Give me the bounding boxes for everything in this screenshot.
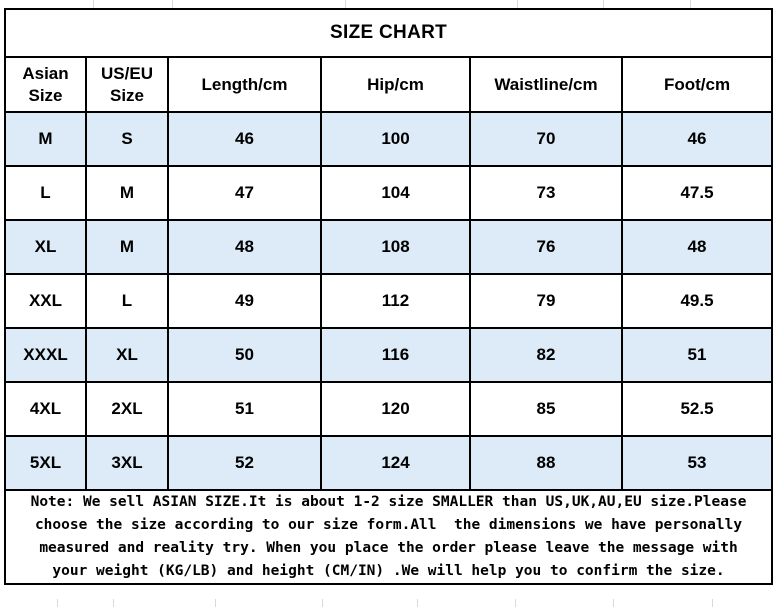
- table-cell: 48: [620, 219, 774, 275]
- table-cell: 46: [620, 111, 774, 167]
- column-header-asian-size: Asian Size: [4, 56, 87, 113]
- table-row: M S 46 100 70 46: [4, 111, 774, 167]
- spreadsheet-gridline: [345, 0, 346, 8]
- table-cell: XXXL: [4, 327, 87, 383]
- table-row: XXL L 49 112 79 49.5: [4, 273, 774, 329]
- header-row: Asian Size US/EU Size Length/cm Hip/cm W…: [4, 56, 774, 113]
- column-header-waistline: Waistline/cm: [469, 56, 623, 113]
- column-header-length: Length/cm: [167, 56, 322, 113]
- spreadsheet-gridline: [322, 599, 323, 607]
- table-row: 4XL 2XL 51 120 85 52.5: [4, 381, 774, 437]
- table-cell: 100: [320, 111, 471, 167]
- table-cell: 4XL: [4, 381, 87, 437]
- table-cell: 50: [167, 327, 322, 383]
- note-line: measured and reality try. When you place…: [39, 540, 738, 556]
- table-cell: M: [85, 219, 169, 275]
- table-cell: 3XL: [85, 435, 169, 491]
- note-line: choose the size according to our size fo…: [34, 517, 743, 533]
- table-cell: XL: [85, 327, 169, 383]
- table-cell: XXL: [4, 273, 87, 329]
- table-cell: 52: [167, 435, 322, 491]
- table-cell: 2XL: [85, 381, 169, 437]
- table-cell: 47: [167, 165, 322, 221]
- spreadsheet-gridline: [417, 599, 418, 607]
- table-cell: 112: [320, 273, 471, 329]
- page-title: SIZE CHART: [3, 8, 774, 58]
- table-cell: 51: [167, 381, 322, 437]
- table-cell: L: [4, 165, 87, 221]
- size-chart-table: SIZE CHART Asian Size US/EU Size Length/…: [3, 8, 774, 585]
- spreadsheet-gridline: [603, 0, 604, 8]
- table-cell: 73: [469, 165, 623, 221]
- column-header-hip: Hip/cm: [320, 56, 471, 113]
- table-cell: 79: [469, 273, 623, 329]
- table-cell: 104: [320, 165, 471, 221]
- spreadsheet-gridline: [113, 599, 114, 607]
- table-cell: 52.5: [620, 381, 774, 437]
- table-cell: 88: [469, 435, 623, 491]
- spreadsheet-gridline: [712, 599, 713, 607]
- table-row: 5XL 3XL 52 124 88 53: [4, 435, 774, 491]
- spreadsheet-gridline: [613, 599, 614, 607]
- table-cell: M: [85, 165, 169, 221]
- spreadsheet-gridline: [172, 0, 173, 8]
- table-cell: 46: [167, 111, 322, 167]
- table-row: L M 47 104 73 47.5: [4, 165, 774, 221]
- spreadsheet-gridline: [517, 0, 518, 8]
- title-row: SIZE CHART: [3, 8, 774, 58]
- column-header-foot: Foot/cm: [620, 56, 774, 113]
- note-line: Note: We sell ASIAN SIZE.It is about 1-2…: [30, 494, 747, 510]
- table-cell: 53: [620, 435, 774, 491]
- spreadsheet-gridline: [215, 599, 216, 607]
- table-cell: 82: [469, 327, 623, 383]
- table-cell: 5XL: [4, 435, 87, 491]
- table-cell: 124: [320, 435, 471, 491]
- spreadsheet-gridline: [690, 0, 691, 8]
- table-cell: 49.5: [620, 273, 774, 329]
- table-cell: L: [85, 273, 169, 329]
- table-cell: 51: [620, 327, 774, 383]
- table-cell: M: [4, 111, 87, 167]
- table-cell: 76: [469, 219, 623, 275]
- note-row: Note: We sell ASIAN SIZE.It is about 1-2…: [3, 489, 774, 585]
- column-header-useu-size: US/EU Size: [85, 56, 169, 113]
- table-cell: S: [85, 111, 169, 167]
- table-cell: 48: [167, 219, 322, 275]
- table-cell: 116: [320, 327, 471, 383]
- table-cell: 47.5: [620, 165, 774, 221]
- table-cell: 49: [167, 273, 322, 329]
- spreadsheet-gridline: [57, 599, 58, 607]
- spreadsheet-gridline: [93, 0, 94, 8]
- note-line: your weight (KG/LB) and height (CM/IN) .…: [52, 563, 725, 579]
- table-row: XL M 48 108 76 48: [4, 219, 774, 275]
- table-cell: XL: [4, 219, 87, 275]
- table-cell: 108: [320, 219, 471, 275]
- note-cell: Note: We sell ASIAN SIZE.It is about 1-2…: [3, 489, 774, 585]
- table-row: XXXL XL 50 116 82 51: [4, 327, 774, 383]
- table-cell: 120: [320, 381, 471, 437]
- spreadsheet-gridline: [515, 599, 516, 607]
- table-cell: 70: [469, 111, 623, 167]
- table-cell: 85: [469, 381, 623, 437]
